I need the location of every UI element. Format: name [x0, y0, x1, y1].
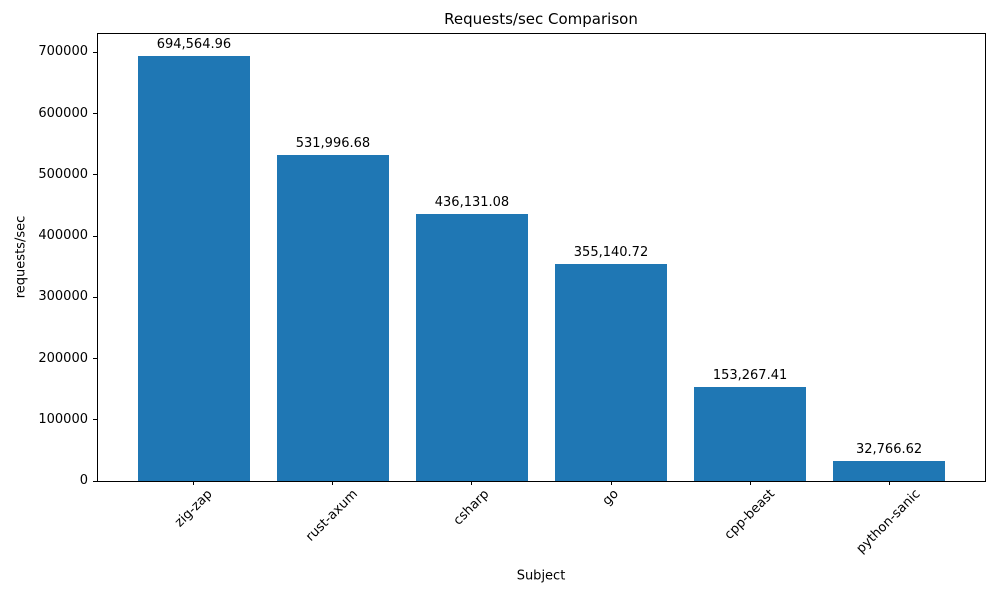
bar-zig-zap [138, 55, 250, 481]
plot-area: 0 100000 200000 300000 400000 500000 600000 700… [38, 33, 986, 557]
x-tick-mark [749, 481, 751, 485]
y-tick-label: 300000 [38, 289, 88, 305]
x-tick-mark [471, 481, 473, 485]
y-tick-mark [93, 113, 97, 115]
x-tick-mark [888, 481, 890, 485]
x-tick-label-zig-zap: zig-zap [172, 486, 216, 531]
y-tick-mark [93, 419, 97, 421]
y-tick-mark [93, 358, 97, 360]
x-tick-label-cpp-beast: cpp-beast [721, 486, 778, 544]
x-tick-label-go: go [599, 486, 622, 509]
x-tick-label-csharp: csharp [450, 487, 493, 529]
y-tick-label: 600000 [38, 105, 88, 121]
y-tick-label: 200000 [38, 350, 88, 366]
y-tick-mark [93, 480, 97, 482]
bar-go [555, 263, 667, 481]
y-tick-mark [93, 51, 97, 53]
bar-value-label: 531,996.68 [295, 136, 371, 152]
bar-value-label: 694,564.96 [156, 36, 232, 52]
bar-cpp-beast [694, 387, 806, 481]
chart-title: Requests/sec Comparison [444, 10, 638, 28]
y-tick-label: 700000 [38, 44, 88, 60]
bar-value-label: 436,131.08 [434, 194, 510, 210]
x-tick-mark [610, 481, 612, 485]
y-tick-mark [93, 174, 97, 176]
y-tick-label: 0 [79, 473, 88, 488]
y-tick-mark [93, 296, 97, 298]
x-axis-label: Subject [516, 568, 566, 584]
y-tick-mark [93, 235, 97, 237]
bar-rust-axum [277, 155, 389, 481]
y-tick-label: 100000 [38, 411, 88, 427]
bar-csharp [416, 213, 528, 481]
bar-python-sanic [833, 460, 945, 481]
bar-value-label: 355,140.72 [573, 244, 649, 260]
x-tick-mark [193, 481, 195, 485]
bar-value-label: 32,766.62 [855, 441, 923, 457]
x-tick-mark [332, 481, 334, 485]
x-tick-label-rust-axum: rust-axum [303, 487, 362, 545]
y-tick-label: 400000 [38, 228, 88, 244]
y-tick-label: 500000 [38, 166, 88, 182]
x-tick-label-python-sanic: python-sanic [853, 487, 924, 557]
bar-value-label: 153,267.41 [712, 368, 788, 384]
